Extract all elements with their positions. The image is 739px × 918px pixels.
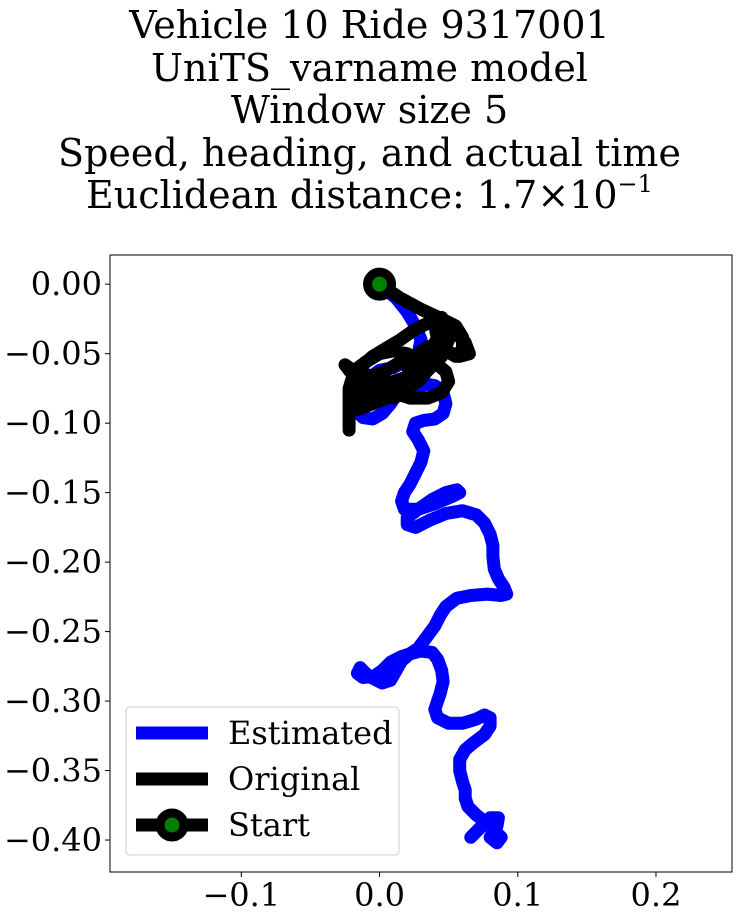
y-tick-label: −0.35 <box>4 752 102 790</box>
title-line-2: UniTS_varname model <box>151 45 588 90</box>
x-axis: −0.1 0.0 0.1 0.2 <box>202 872 681 914</box>
y-tick-label: −0.10 <box>4 404 102 442</box>
distance-base: 10 <box>569 173 618 217</box>
legend-label-start: Start <box>228 806 310 844</box>
title-line-4: Speed, heading, and actual time <box>58 130 681 175</box>
y-tick-label: −0.25 <box>4 613 102 651</box>
original-line <box>338 277 476 437</box>
original-series <box>338 277 476 437</box>
y-tick-label: 0.00 <box>31 265 102 303</box>
distance-exp: −1 <box>617 170 653 198</box>
distance-mult: × <box>537 173 570 217</box>
legend-label-original: Original <box>228 760 360 798</box>
legend-box <box>125 706 400 856</box>
legend-start-marker <box>155 808 189 842</box>
chart-title: Vehicle 10 Ride 9317001 UniTS_varname mo… <box>0 4 739 217</box>
y-axis: 0.00 −0.05 −0.10 −0.15 −0.20 −0.25 −0.30 −0.35 −… <box>4 265 110 859</box>
y-tick-label: −0.05 <box>4 335 102 373</box>
x-tick-label: −0.1 <box>202 876 280 914</box>
legend: Estimated Original Start <box>125 706 400 856</box>
y-tick-label: −0.15 <box>4 474 102 512</box>
y-tick-label: −0.20 <box>4 543 102 581</box>
title-line-3: Window size 5 <box>230 88 509 132</box>
legend-label-estimated: Estimated <box>228 714 393 752</box>
y-tick-label: −0.30 <box>4 682 102 720</box>
x-tick-label: 0.1 <box>492 876 543 914</box>
start-marker <box>363 267 397 301</box>
y-tick-label: −0.40 <box>4 821 102 859</box>
title-line-distance: Euclidean distance: 1.7×10−1 <box>0 172 739 217</box>
distance-label: Euclidean distance: 1.7 <box>86 173 538 217</box>
start-series <box>363 267 397 301</box>
x-tick-label: 0.0 <box>354 876 405 914</box>
title-line-1: Vehicle 10 Ride 9317001 <box>129 3 610 47</box>
x-tick-label: 0.2 <box>631 876 682 914</box>
